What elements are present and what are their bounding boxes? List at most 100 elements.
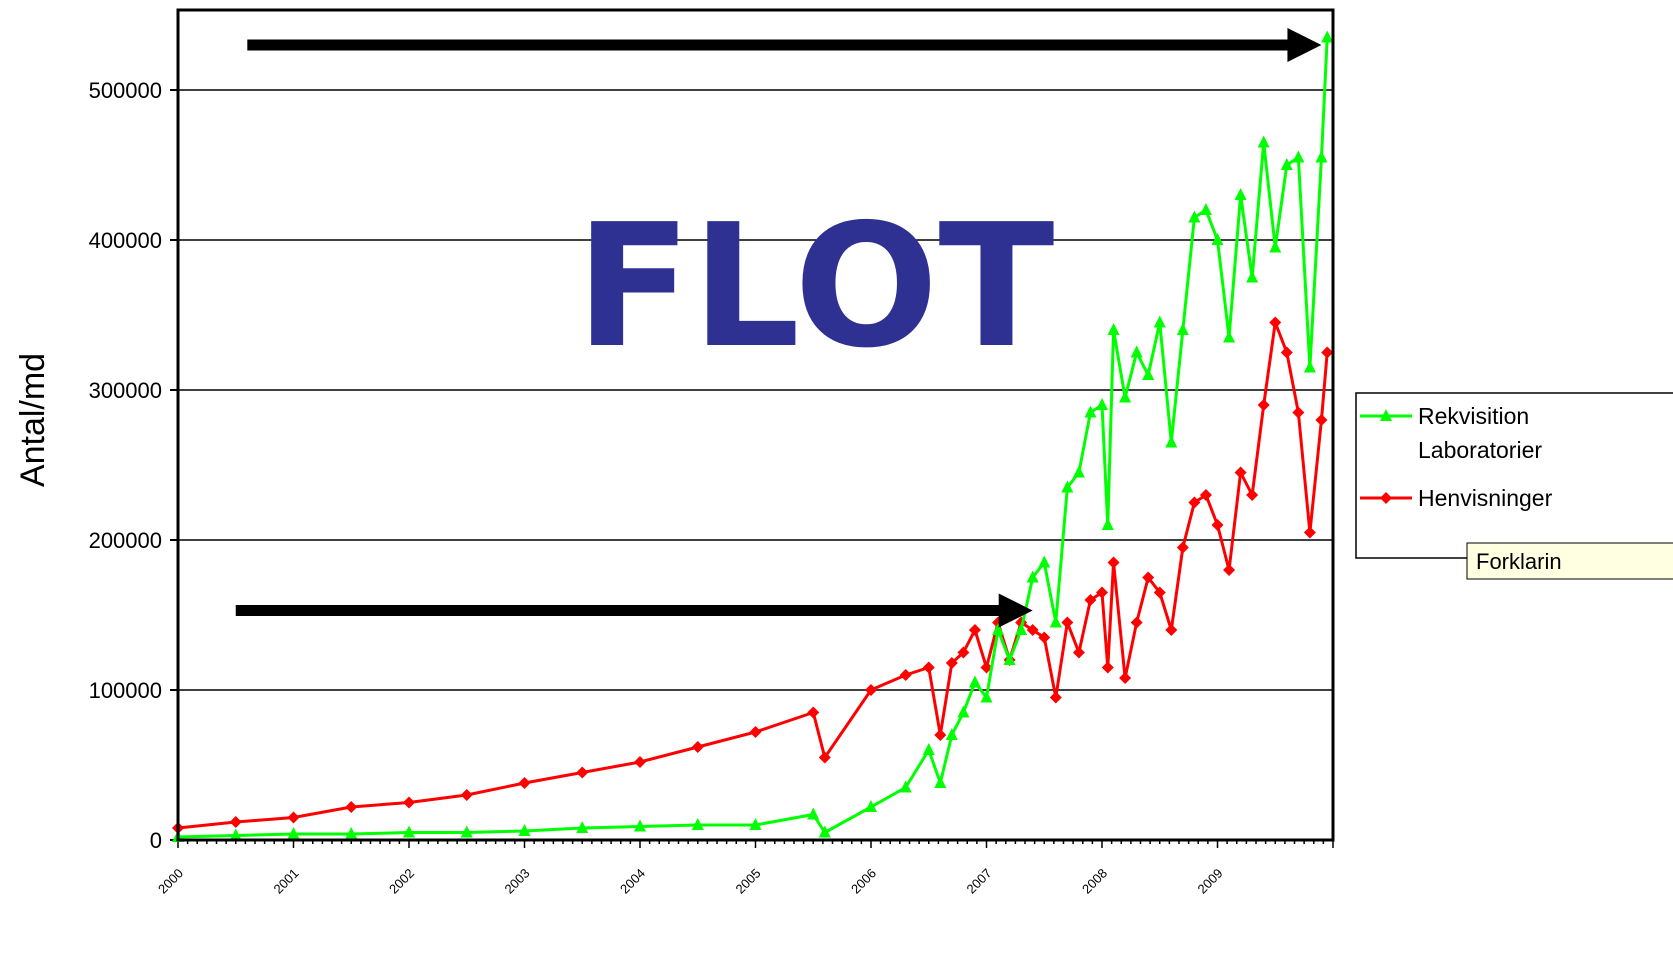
- data-point: [1072, 465, 1085, 478]
- data-point: [1292, 406, 1305, 419]
- data-point: [865, 800, 877, 812]
- y-tick-label: 0: [150, 828, 162, 853]
- data-point: [1211, 233, 1224, 245]
- data-point: [945, 657, 958, 669]
- data-point: [1130, 616, 1143, 629]
- data-point: [992, 623, 1005, 635]
- y-tick-label: 500000: [89, 78, 162, 103]
- x-tick-label: 2003: [502, 866, 533, 897]
- data-point: [818, 751, 831, 764]
- data-point: [1049, 615, 1062, 628]
- data-point: [1257, 399, 1270, 411]
- data-point: [945, 728, 958, 740]
- data-point: [1292, 150, 1305, 163]
- data-point: [1061, 616, 1074, 629]
- data-point: [968, 624, 981, 636]
- data-point: [1101, 518, 1114, 530]
- data-point: [968, 675, 981, 688]
- data-point: [1084, 405, 1097, 418]
- data-point: [691, 741, 704, 753]
- data-point: [899, 669, 912, 681]
- series-line: [177, 37, 1329, 839]
- data-point: [807, 807, 820, 820]
- data-point: [1096, 586, 1108, 599]
- data-point: [818, 825, 831, 838]
- data-point: [460, 789, 473, 801]
- data-point: [576, 821, 589, 833]
- data-point: [980, 690, 993, 703]
- data-point: [1199, 489, 1212, 501]
- data-point: [1246, 270, 1259, 283]
- data-point: [922, 743, 935, 755]
- y-axis-ticks: 0 100000 200000 300000 400000 500000: [89, 78, 178, 853]
- legend-label: Rekvisition Laboratorier: [1418, 403, 1542, 463]
- x-tick-label: 2006: [848, 866, 879, 897]
- data-point: [1303, 360, 1316, 373]
- data-point: [1107, 556, 1120, 569]
- data-point: [1315, 414, 1328, 426]
- data-point: [934, 776, 947, 788]
- data-point: [807, 706, 820, 719]
- x-tick-label: 2002: [386, 866, 417, 897]
- data-point: [1084, 594, 1097, 606]
- data-point: [1321, 30, 1334, 43]
- tooltip-text: Forklarin: [1476, 549, 1562, 574]
- arrow-annotation: [235, 593, 1033, 628]
- data-point: [957, 705, 970, 718]
- data-point: [1380, 409, 1392, 421]
- data-point: [345, 801, 358, 813]
- y-tick-label: 300000: [89, 378, 162, 403]
- data-point: [1101, 661, 1114, 674]
- data-point: [749, 726, 762, 738]
- data-point: [634, 819, 646, 832]
- data-point: [1026, 570, 1039, 583]
- data-point: [1142, 368, 1155, 380]
- data-point: [1176, 323, 1189, 335]
- data-point: [691, 818, 704, 830]
- legend-label: Henvisninger: [1418, 485, 1553, 511]
- data-point: [1380, 492, 1392, 504]
- data-point: [1280, 158, 1293, 170]
- data-point: [1303, 526, 1316, 539]
- data-point: [1096, 398, 1108, 410]
- data-point: [518, 777, 531, 789]
- grid-lines: [178, 89, 1333, 691]
- data-point: [1049, 691, 1062, 704]
- data-point: [1153, 315, 1166, 328]
- x-tick-label: 2004: [617, 866, 648, 897]
- data-point: [1142, 571, 1155, 584]
- data-point: [1188, 210, 1201, 223]
- data-point: [922, 661, 935, 674]
- data-point: [403, 825, 415, 838]
- data-point: [229, 828, 242, 841]
- data-point: [1153, 586, 1166, 599]
- data-point: [287, 827, 300, 839]
- y-axis-label: Antal/md: [14, 353, 52, 487]
- legend-item: Rekvisition Laboratorier: [1360, 403, 1542, 463]
- data-point: [1038, 631, 1051, 644]
- data-point: [1130, 345, 1143, 358]
- data-point: [229, 816, 242, 828]
- data-point: [403, 796, 415, 809]
- x-axis-ticks: 2000 2001 2002 2003 2004 2005 2006 2007 2008 2009: [155, 840, 1334, 897]
- data-point: [1269, 240, 1282, 253]
- legend-box: [1355, 392, 1673, 559]
- data-point: [1038, 555, 1051, 568]
- data-point: [1199, 203, 1212, 215]
- data-point: [1280, 346, 1293, 359]
- data-point: [1107, 323, 1120, 335]
- data-point: [980, 661, 993, 674]
- data-point: [1176, 541, 1189, 554]
- data-point: [634, 756, 646, 768]
- data-point: [1269, 316, 1282, 329]
- data-point: [1234, 188, 1247, 200]
- x-tick-label: 2001: [271, 866, 302, 897]
- data-point: [865, 684, 877, 696]
- data-point: [934, 729, 947, 741]
- data-point: [1119, 390, 1132, 403]
- data-point: [460, 825, 473, 838]
- data-point: [1315, 150, 1328, 163]
- x-tick-label: 2005: [733, 866, 764, 897]
- data-point: [287, 811, 300, 824]
